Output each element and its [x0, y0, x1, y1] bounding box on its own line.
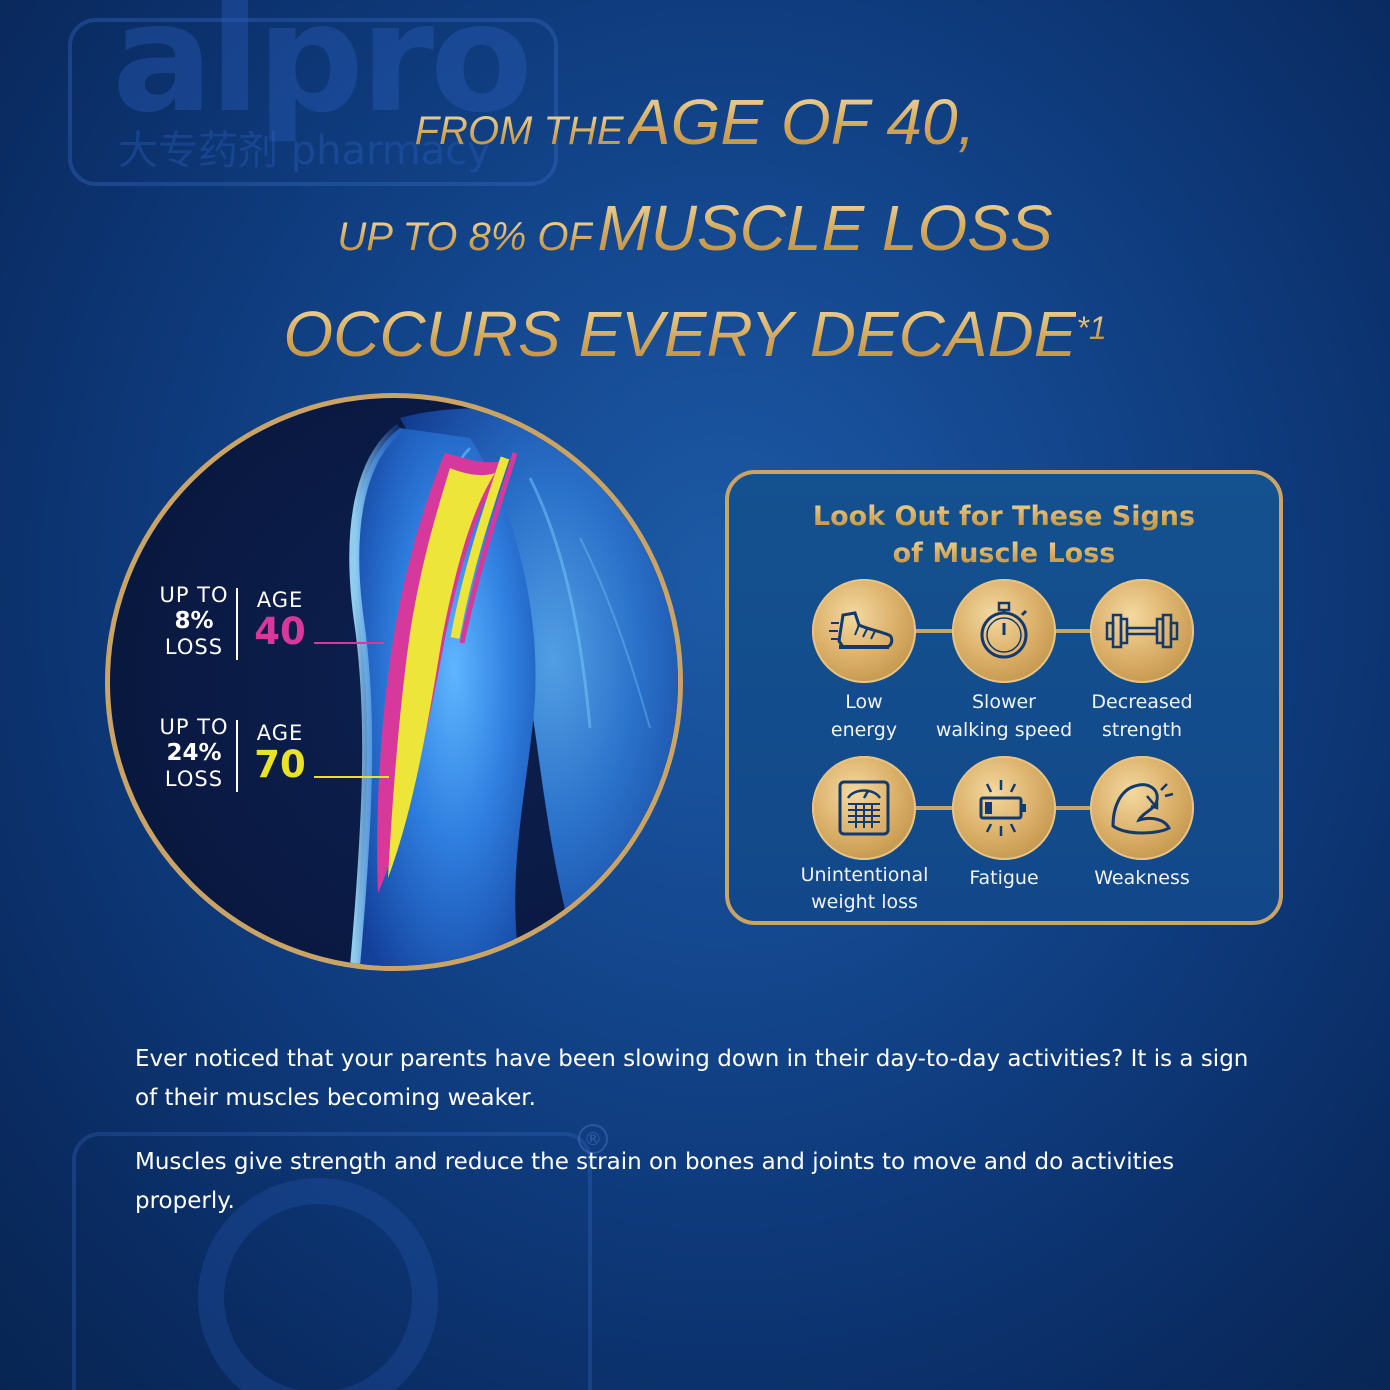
- weighing-scale-icon: [812, 756, 916, 860]
- stat-40-percent: 8%: [174, 608, 214, 634]
- sign-label-low-energy: Low energy: [830, 691, 898, 741]
- stat-70-loss: UP TO 24% LOSS: [154, 714, 234, 792]
- stat-40-pointer: [314, 642, 384, 644]
- signs-title-line-2: of Muscle Loss: [729, 535, 1279, 572]
- low-battery-icon: [952, 756, 1056, 860]
- body-paragraph-2: Muscles give strength and reduce the str…: [135, 1149, 1175, 1214]
- arm-anatomy-image: [349, 408, 678, 966]
- stat-70-up-to: UP TO: [159, 715, 229, 739]
- shoe-icon: [812, 579, 916, 683]
- watermark-frame-top: [68, 18, 558, 186]
- watermark-frame-bottom: [72, 1132, 592, 1390]
- stopwatch-icon: [952, 579, 1056, 683]
- signs-title-line-1: Look Out for These Signs: [729, 498, 1279, 535]
- stat-70-loss-label: LOSS: [164, 767, 224, 791]
- headline-line-1: FROM THE AGE OF 40,: [0, 78, 1390, 184]
- watermark-subtitle: 大专药剂 pharmacy: [118, 128, 491, 174]
- headline-line-2: UP TO 8% OF MUSCLE LOSS: [0, 184, 1390, 290]
- stat-40-age: AGE 40: [245, 588, 315, 652]
- headline-line2-big: MUSCLE LOSS: [597, 192, 1053, 264]
- signs-panel: Look Out for These Signs of Muscle Loss: [725, 470, 1283, 925]
- stat-70-percent: 24%: [166, 740, 222, 766]
- stat-40-age-label: AGE: [256, 588, 304, 612]
- stat-70-pointer: [314, 776, 389, 778]
- signs-title: Look Out for These Signs of Muscle Loss: [729, 498, 1279, 572]
- headline-line2-small: UP TO 8% OF: [337, 215, 593, 259]
- sign-label-weakness: Weakness: [1094, 867, 1190, 889]
- stat-70-age: AGE 70: [245, 721, 315, 785]
- sign-label-unintentional-weight-loss: Unintentional weight loss: [800, 864, 929, 913]
- headline-footnote-mark: *1: [1076, 310, 1107, 346]
- stat-40-loss: UP TO 8% LOSS: [154, 582, 234, 660]
- watermark-logo: alpro: [112, 0, 533, 146]
- stat-40-loss-label: LOSS: [164, 635, 224, 659]
- headline-line1-big: AGE OF 40,: [627, 86, 976, 158]
- body-paragraph-1: Ever noticed that your parents have been…: [135, 1046, 1249, 1111]
- headline-line1-small: FROM THE: [414, 109, 624, 153]
- stat-70-age-number: 70: [254, 743, 306, 786]
- headline-line3-big: OCCURS EVERY DECADE: [283, 298, 1077, 370]
- headline-line-3: OCCURS EVERY DECADE*1: [0, 290, 1390, 396]
- arm-muscle-illustration: UP TO 8% LOSS AGE 40 UP TO 24% LOSS AGE …: [105, 393, 683, 971]
- dumbbell-icon: [1090, 579, 1194, 683]
- sign-label-slower-walking-speed: Slower walking speed: [935, 691, 1073, 741]
- stat-40-age-number: 40: [254, 610, 306, 653]
- headline: FROM THE AGE OF 40, UP TO 8% OF MUSCLE L…: [0, 78, 1390, 396]
- sign-label-decreased-strength: Decreased strength: [1091, 691, 1193, 741]
- stat-40-up-to: UP TO: [159, 583, 229, 607]
- weak-arm-icon: [1090, 756, 1194, 860]
- stat-40-divider: [236, 588, 238, 660]
- stat-70-divider: [236, 720, 238, 792]
- watermark-registered-mark: ®: [578, 1124, 608, 1154]
- sign-label-fatigue: Fatigue: [969, 867, 1039, 889]
- stat-70-age-label: AGE: [256, 721, 304, 745]
